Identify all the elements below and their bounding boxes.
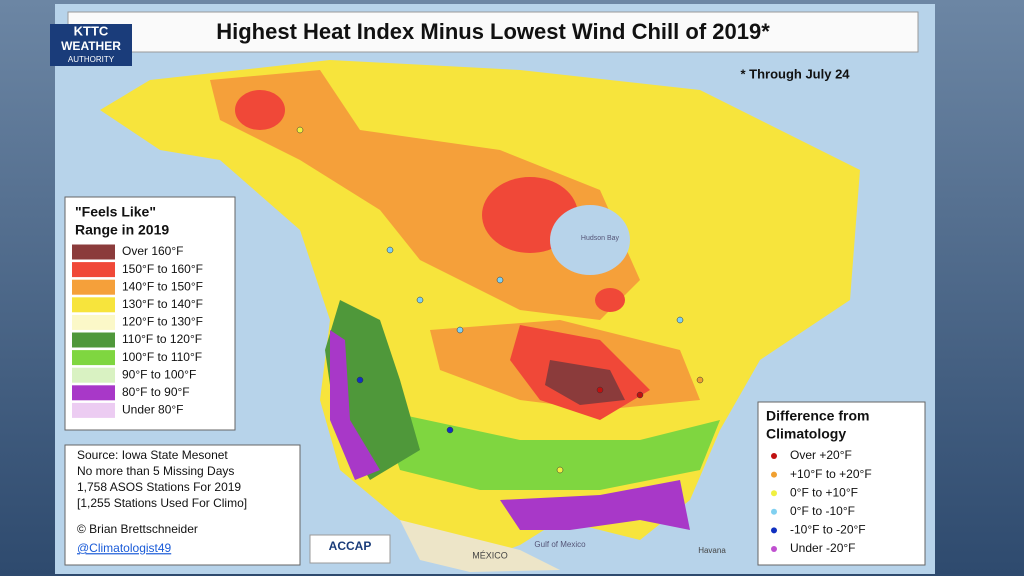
difference-dot — [771, 471, 777, 478]
legend-swatch — [72, 279, 115, 295]
map-label: Hudson Bay — [581, 235, 620, 242]
logo-text: WEATHER — [61, 39, 121, 53]
legend-swatch — [72, 297, 115, 313]
source-line: 1,758 ASOS Stations For 2019 — [77, 480, 241, 494]
credit: © Brian Brettschneider — [77, 522, 198, 536]
legend-label: Under 80°F — [122, 403, 184, 417]
source: Source: Iowa State Mesonet No more than 5… — [77, 448, 247, 510]
difference-dot — [771, 490, 777, 497]
difference-title: Difference from — [766, 408, 869, 424]
logo-text: KTTC — [74, 23, 109, 38]
legend-label: 150°F to 160°F — [122, 262, 203, 276]
legend-swatch — [72, 262, 115, 278]
red-area — [595, 288, 625, 312]
hudson-bay — [550, 205, 630, 275]
legend-label: 110°F to 120°F — [122, 332, 202, 346]
legend-title: "Feels Like" — [75, 204, 156, 220]
difference-box — [757, 401, 926, 566]
station-dots — [296, 126, 704, 474]
dark-red-area — [545, 360, 625, 405]
green-band — [380, 410, 720, 490]
map-label: MÉXICO — [472, 550, 508, 560]
legend-swatch — [72, 332, 115, 348]
difference-label: Under -20°F — [790, 541, 856, 555]
map-label: Gulf of Mexico — [534, 540, 586, 549]
difference-legend: Difference from Climatology Over +20°F +10°… — [766, 408, 872, 555]
map-label: Havana — [698, 546, 726, 555]
difference-label: 0°F to -10°F — [790, 504, 855, 518]
logo-text: AUTHORITY — [68, 55, 115, 64]
legend-swatch — [72, 314, 115, 330]
title: Highest Heat Index Minus Lowest Wind Chi… — [216, 19, 770, 44]
legend-label: Over 160°F — [122, 244, 184, 258]
difference-dot — [771, 546, 777, 552]
logo — [50, 24, 132, 66]
legend: "Feels Like" Range in 2019 Over 160°F 150°F… — [72, 204, 203, 418]
legend-title: Range in 2019 — [75, 222, 169, 238]
note: * Through July 24 — [740, 66, 850, 81]
difference-dot — [771, 453, 777, 459]
accap-logo — [309, 534, 391, 564]
source-line: Source: Iowa State Mesonet — [77, 448, 228, 462]
difference-label: +10°F to +20°F — [790, 467, 872, 481]
difference-dot — [771, 508, 777, 515]
title-bar — [67, 11, 919, 53]
legend-label: 80°F to 90°F — [122, 385, 190, 399]
difference-dot — [771, 527, 777, 534]
difference-label: -10°F to -20°F — [790, 523, 866, 537]
handle: @Climatologist49 — [77, 541, 172, 555]
legend-label: 130°F to 140°F — [122, 297, 203, 311]
mexico — [400, 520, 560, 572]
source-line: No more than 5 Missing Days — [77, 464, 234, 478]
legend-swatch — [72, 402, 115, 418]
difference-label: Over +20°F — [790, 448, 852, 462]
legend-label: 120°F to 130°F — [122, 315, 203, 329]
legend-label: 100°F to 110°F — [122, 350, 202, 364]
accap-text: ACCAP — [329, 539, 372, 553]
difference-label: 0°F to +10°F — [790, 485, 858, 499]
legend-swatch — [72, 244, 115, 260]
legend-label: 90°F to 100°F — [122, 367, 196, 381]
land-band-orange — [210, 70, 640, 320]
legend-swatch — [72, 367, 115, 383]
red-area — [235, 90, 285, 130]
legend-swatch — [72, 350, 115, 366]
difference-title: Climatology — [766, 426, 846, 442]
purple-gulf — [500, 480, 690, 530]
legend-swatch — [72, 385, 115, 401]
source-box — [64, 444, 301, 566]
purple-coast — [330, 330, 380, 480]
source-line: [1,255 Stations Used For Climo] — [77, 496, 247, 510]
legend-label: 140°F to 150°F — [122, 279, 203, 293]
